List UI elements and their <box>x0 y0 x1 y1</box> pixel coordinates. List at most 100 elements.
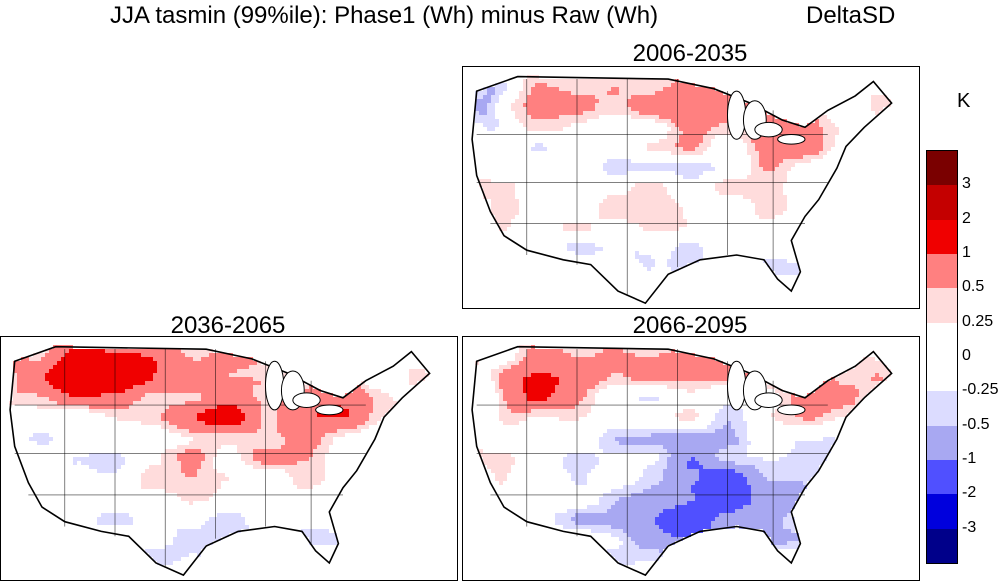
map-cell <box>209 457 213 461</box>
map-cell <box>329 397 333 401</box>
map-cell <box>659 183 663 187</box>
map-cell <box>313 389 317 393</box>
map-cell <box>775 183 779 187</box>
map-cell <box>487 111 491 115</box>
map-cell <box>129 397 133 401</box>
map-cell <box>141 349 145 353</box>
map-cell <box>767 139 771 143</box>
map-cell <box>571 349 575 353</box>
map-cell <box>217 433 221 437</box>
map-cell <box>687 413 691 417</box>
map-cell <box>197 357 201 361</box>
map-cell <box>245 437 249 441</box>
map-cell <box>559 377 563 381</box>
map-cell <box>763 179 767 183</box>
map-cell <box>519 107 523 111</box>
map-cell <box>281 461 285 465</box>
map-cell <box>197 433 201 437</box>
map-cell <box>81 381 85 385</box>
map-cell <box>711 377 715 381</box>
map-cell <box>165 469 169 473</box>
map-cell <box>181 417 185 421</box>
map-cell <box>193 421 197 425</box>
map-cell <box>313 461 317 465</box>
map-cell <box>587 393 591 397</box>
map-cell <box>719 107 723 111</box>
map-cell <box>563 413 567 417</box>
map-cell <box>699 135 703 139</box>
map-cell <box>495 183 499 187</box>
map-cell <box>245 449 249 453</box>
map-cell <box>209 389 213 393</box>
map-cell <box>261 449 265 453</box>
map-cell <box>209 465 213 469</box>
map-cell <box>531 409 535 413</box>
map-cell <box>511 373 515 377</box>
map-cell <box>535 119 539 123</box>
map-cell <box>659 139 663 143</box>
map-cell <box>161 421 165 425</box>
map-cell <box>149 465 153 469</box>
map-cell <box>571 405 575 409</box>
map-cell <box>97 381 101 385</box>
map-cell <box>129 385 133 389</box>
map-cell <box>747 147 751 151</box>
map-cell <box>89 405 93 409</box>
map-cell <box>759 175 763 179</box>
map-cell <box>185 457 189 461</box>
map-cell <box>763 195 767 199</box>
map-cell <box>197 545 201 549</box>
map-cell <box>125 405 129 409</box>
map-cell <box>631 207 635 211</box>
map-cell <box>839 413 843 417</box>
map-cell <box>137 361 141 365</box>
map-cell <box>133 409 137 413</box>
map-cell <box>735 421 739 425</box>
map-cell <box>779 175 783 179</box>
map-cell <box>289 413 293 417</box>
map-cell <box>117 353 121 357</box>
map-cell <box>333 421 337 425</box>
map-cell <box>695 377 699 381</box>
map-cell <box>273 425 277 429</box>
map-cell <box>707 361 711 365</box>
map-cell <box>321 529 325 533</box>
map-cell <box>871 99 875 103</box>
map-cell <box>141 353 145 357</box>
map-cell <box>647 267 651 271</box>
map-cell <box>273 437 277 441</box>
map-cell <box>177 489 181 493</box>
map-cell <box>201 397 205 401</box>
map-cell <box>321 433 325 437</box>
map-cell <box>579 393 583 397</box>
map-cell <box>679 167 683 171</box>
map-cell <box>157 353 161 357</box>
map-cell <box>551 91 555 95</box>
map-cell <box>619 361 623 365</box>
map-cell <box>559 103 563 107</box>
map-cell <box>17 389 21 393</box>
map-cell <box>241 517 245 521</box>
map-cell <box>643 219 647 223</box>
map-cell <box>153 373 157 377</box>
map-cell <box>487 103 491 107</box>
map-cell <box>249 389 253 393</box>
map-cell <box>305 465 309 469</box>
map-cell <box>535 95 539 99</box>
map-cell <box>61 369 65 373</box>
map-cell <box>655 381 659 385</box>
map-cell <box>783 175 787 179</box>
map-cell <box>507 373 511 377</box>
map-cell <box>567 405 571 409</box>
map-cell <box>329 437 333 441</box>
map-cell <box>53 377 57 381</box>
map-cell <box>523 111 527 115</box>
map-cell <box>831 397 835 401</box>
map-cell <box>551 397 555 401</box>
map-cell <box>169 481 173 485</box>
map-cell <box>357 409 361 413</box>
map-cell <box>241 397 245 401</box>
map-cell <box>137 353 141 357</box>
map-cell <box>599 207 603 211</box>
map-cell <box>651 103 655 107</box>
